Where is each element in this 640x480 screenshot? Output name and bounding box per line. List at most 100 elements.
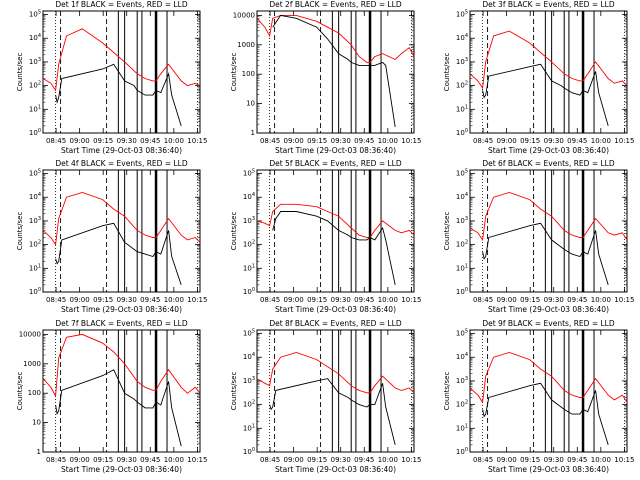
x-axis-label: Start Time (29-Oct-03 08:36:40) bbox=[275, 146, 396, 155]
x-tick-label: 08:45 bbox=[260, 137, 280, 145]
x-tick-label: 08:45 bbox=[260, 456, 280, 464]
y-tick-label: 101 bbox=[29, 104, 41, 114]
y-tick-label: 105 bbox=[456, 328, 468, 338]
x-tick-label: 09:45 bbox=[140, 137, 160, 145]
x-tick-label: 09:45 bbox=[354, 296, 374, 304]
x-axis-label: Start Time (29-Oct-03 08:36:40) bbox=[275, 305, 396, 314]
y-tick-label: 102 bbox=[29, 239, 41, 249]
y-tick-label: 104 bbox=[456, 33, 468, 43]
lld-series-line bbox=[42, 28, 201, 92]
x-tick-label: 09:45 bbox=[140, 296, 160, 304]
y-axis-label: Counts/sec bbox=[16, 212, 24, 251]
y-tick-label: 100 bbox=[243, 447, 255, 457]
x-tick-label: 09:00 bbox=[497, 296, 517, 304]
panel-title: Det 8f BLACK = Events, RED = LLD bbox=[269, 319, 402, 328]
x-tick-label: 10:00 bbox=[378, 137, 398, 145]
y-tick-label: 100 bbox=[243, 287, 255, 297]
x-tick-label: 08:45 bbox=[473, 296, 493, 304]
x-tick-label: 09:45 bbox=[567, 296, 587, 304]
panel-title: Det 1f BLACK = Events, RED = LLD bbox=[55, 0, 188, 9]
y-tick-label: 101 bbox=[456, 104, 468, 114]
y-tick-label: 101 bbox=[456, 263, 468, 273]
events-series-line bbox=[272, 211, 396, 285]
events-series-line bbox=[55, 63, 182, 127]
x-axis-label: Start Time (29-Oct-03 08:36:40) bbox=[61, 146, 182, 155]
x-tick-label: 09:00 bbox=[70, 137, 90, 145]
y-tick-label: 10000 bbox=[19, 330, 41, 338]
y-tick-label: 103 bbox=[29, 215, 41, 225]
detector-panel: Det 5f BLACK = Events, RED = LLD 100 101 10… bbox=[230, 159, 421, 314]
y-tick-label: 100 bbox=[456, 128, 468, 138]
x-tick-label: 10:00 bbox=[591, 456, 611, 464]
x-axis-label: Start Time (29-Oct-03 08:36:40) bbox=[488, 146, 609, 155]
x-tick-label: 10:00 bbox=[378, 456, 398, 464]
x-tick-label: 10:00 bbox=[591, 296, 611, 304]
detector-panel: Det 6f BLACK = Events, RED = LLD 100 101 10… bbox=[443, 159, 634, 314]
x-tick-label: 09:45 bbox=[567, 456, 587, 464]
y-tick-label: 102 bbox=[456, 399, 468, 409]
x-tick-label: 10:15 bbox=[401, 137, 421, 145]
lld-series-line bbox=[256, 352, 415, 394]
x-tick-label: 10:15 bbox=[187, 296, 207, 304]
y-tick-label: 103 bbox=[456, 215, 468, 225]
x-tick-label: 10:15 bbox=[614, 456, 634, 464]
x-tick-label: 09:15 bbox=[93, 456, 113, 464]
y-tick-label: 101 bbox=[243, 263, 255, 273]
y-tick-label: 104 bbox=[456, 192, 468, 202]
panel-title: Det 5f BLACK = Events, RED = LLD bbox=[269, 159, 402, 168]
y-tick-label: 105 bbox=[456, 168, 468, 178]
plot-frame bbox=[256, 10, 415, 134]
panel-title: Det 3f BLACK = Events, RED = LLD bbox=[482, 0, 615, 9]
x-tick-label: 10:00 bbox=[164, 456, 184, 464]
x-tick-label: 09:30 bbox=[544, 296, 564, 304]
y-tick-label: 104 bbox=[29, 192, 41, 202]
y-axis-label: Counts/sec bbox=[16, 53, 24, 92]
x-tick-label: 10:15 bbox=[614, 137, 634, 145]
y-tick-label: 100 bbox=[242, 70, 255, 78]
panel-title: Det 7f BLACK = Events, RED = LLD bbox=[55, 319, 188, 328]
y-tick-label: 101 bbox=[29, 263, 41, 273]
y-tick-label: 105 bbox=[243, 328, 255, 338]
y-tick-label: 100 bbox=[29, 287, 41, 297]
x-tick-label: 09:15 bbox=[520, 296, 540, 304]
x-tick-label: 08:45 bbox=[46, 456, 66, 464]
plot-frame bbox=[469, 10, 628, 134]
detector-panel: Det 7f BLACK = Events, RED = LLD 1 10 100 10… bbox=[16, 319, 207, 474]
panel-title: Det 4f BLACK = Events, RED = LLD bbox=[55, 159, 188, 168]
y-tick-label: 105 bbox=[29, 9, 41, 19]
x-tick-label: 09:30 bbox=[331, 296, 351, 304]
events-series-line bbox=[272, 14, 396, 128]
panel-title: Det 2f BLACK = Events, RED = LLD bbox=[269, 0, 402, 9]
y-axis-label: Counts/sec bbox=[230, 212, 238, 251]
x-tick-label: 09:00 bbox=[284, 456, 304, 464]
y-tick-label: 1000 bbox=[237, 41, 255, 49]
x-tick-label: 09:15 bbox=[307, 456, 327, 464]
lld-series-line bbox=[256, 203, 415, 238]
x-axis-label: Start Time (29-Oct-03 08:36:40) bbox=[275, 465, 396, 474]
x-tick-label: 09:45 bbox=[140, 456, 160, 464]
lld-series-line bbox=[469, 352, 628, 404]
x-tick-label: 09:30 bbox=[117, 296, 137, 304]
x-tick-label: 09:00 bbox=[497, 456, 517, 464]
x-tick-label: 09:15 bbox=[307, 137, 327, 145]
y-tick-label: 104 bbox=[243, 352, 255, 362]
plot-frame bbox=[256, 169, 415, 293]
y-tick-label: 1 bbox=[251, 129, 255, 137]
y-tick-label: 100 bbox=[28, 389, 41, 397]
x-tick-label: 09:00 bbox=[284, 137, 304, 145]
x-tick-label: 09:00 bbox=[70, 296, 90, 304]
x-axis-label: Start Time (29-Oct-03 08:36:40) bbox=[61, 465, 182, 474]
y-axis-label: Counts/sec bbox=[443, 212, 451, 251]
y-tick-label: 103 bbox=[456, 56, 468, 66]
y-tick-label: 102 bbox=[29, 80, 41, 90]
x-axis-label: Start Time (29-Oct-03 08:36:40) bbox=[488, 305, 609, 314]
x-tick-label: 09:45 bbox=[354, 456, 374, 464]
detector-panel: Det 2f BLACK = Events, RED = LLD 1 10 100 10… bbox=[230, 0, 421, 155]
x-tick-label: 09:30 bbox=[544, 456, 564, 464]
events-series-line bbox=[482, 222, 609, 286]
plot-frame bbox=[42, 10, 201, 134]
x-tick-label: 09:45 bbox=[567, 137, 587, 145]
y-tick-label: 10 bbox=[32, 419, 41, 427]
lld-series-line bbox=[42, 192, 201, 246]
